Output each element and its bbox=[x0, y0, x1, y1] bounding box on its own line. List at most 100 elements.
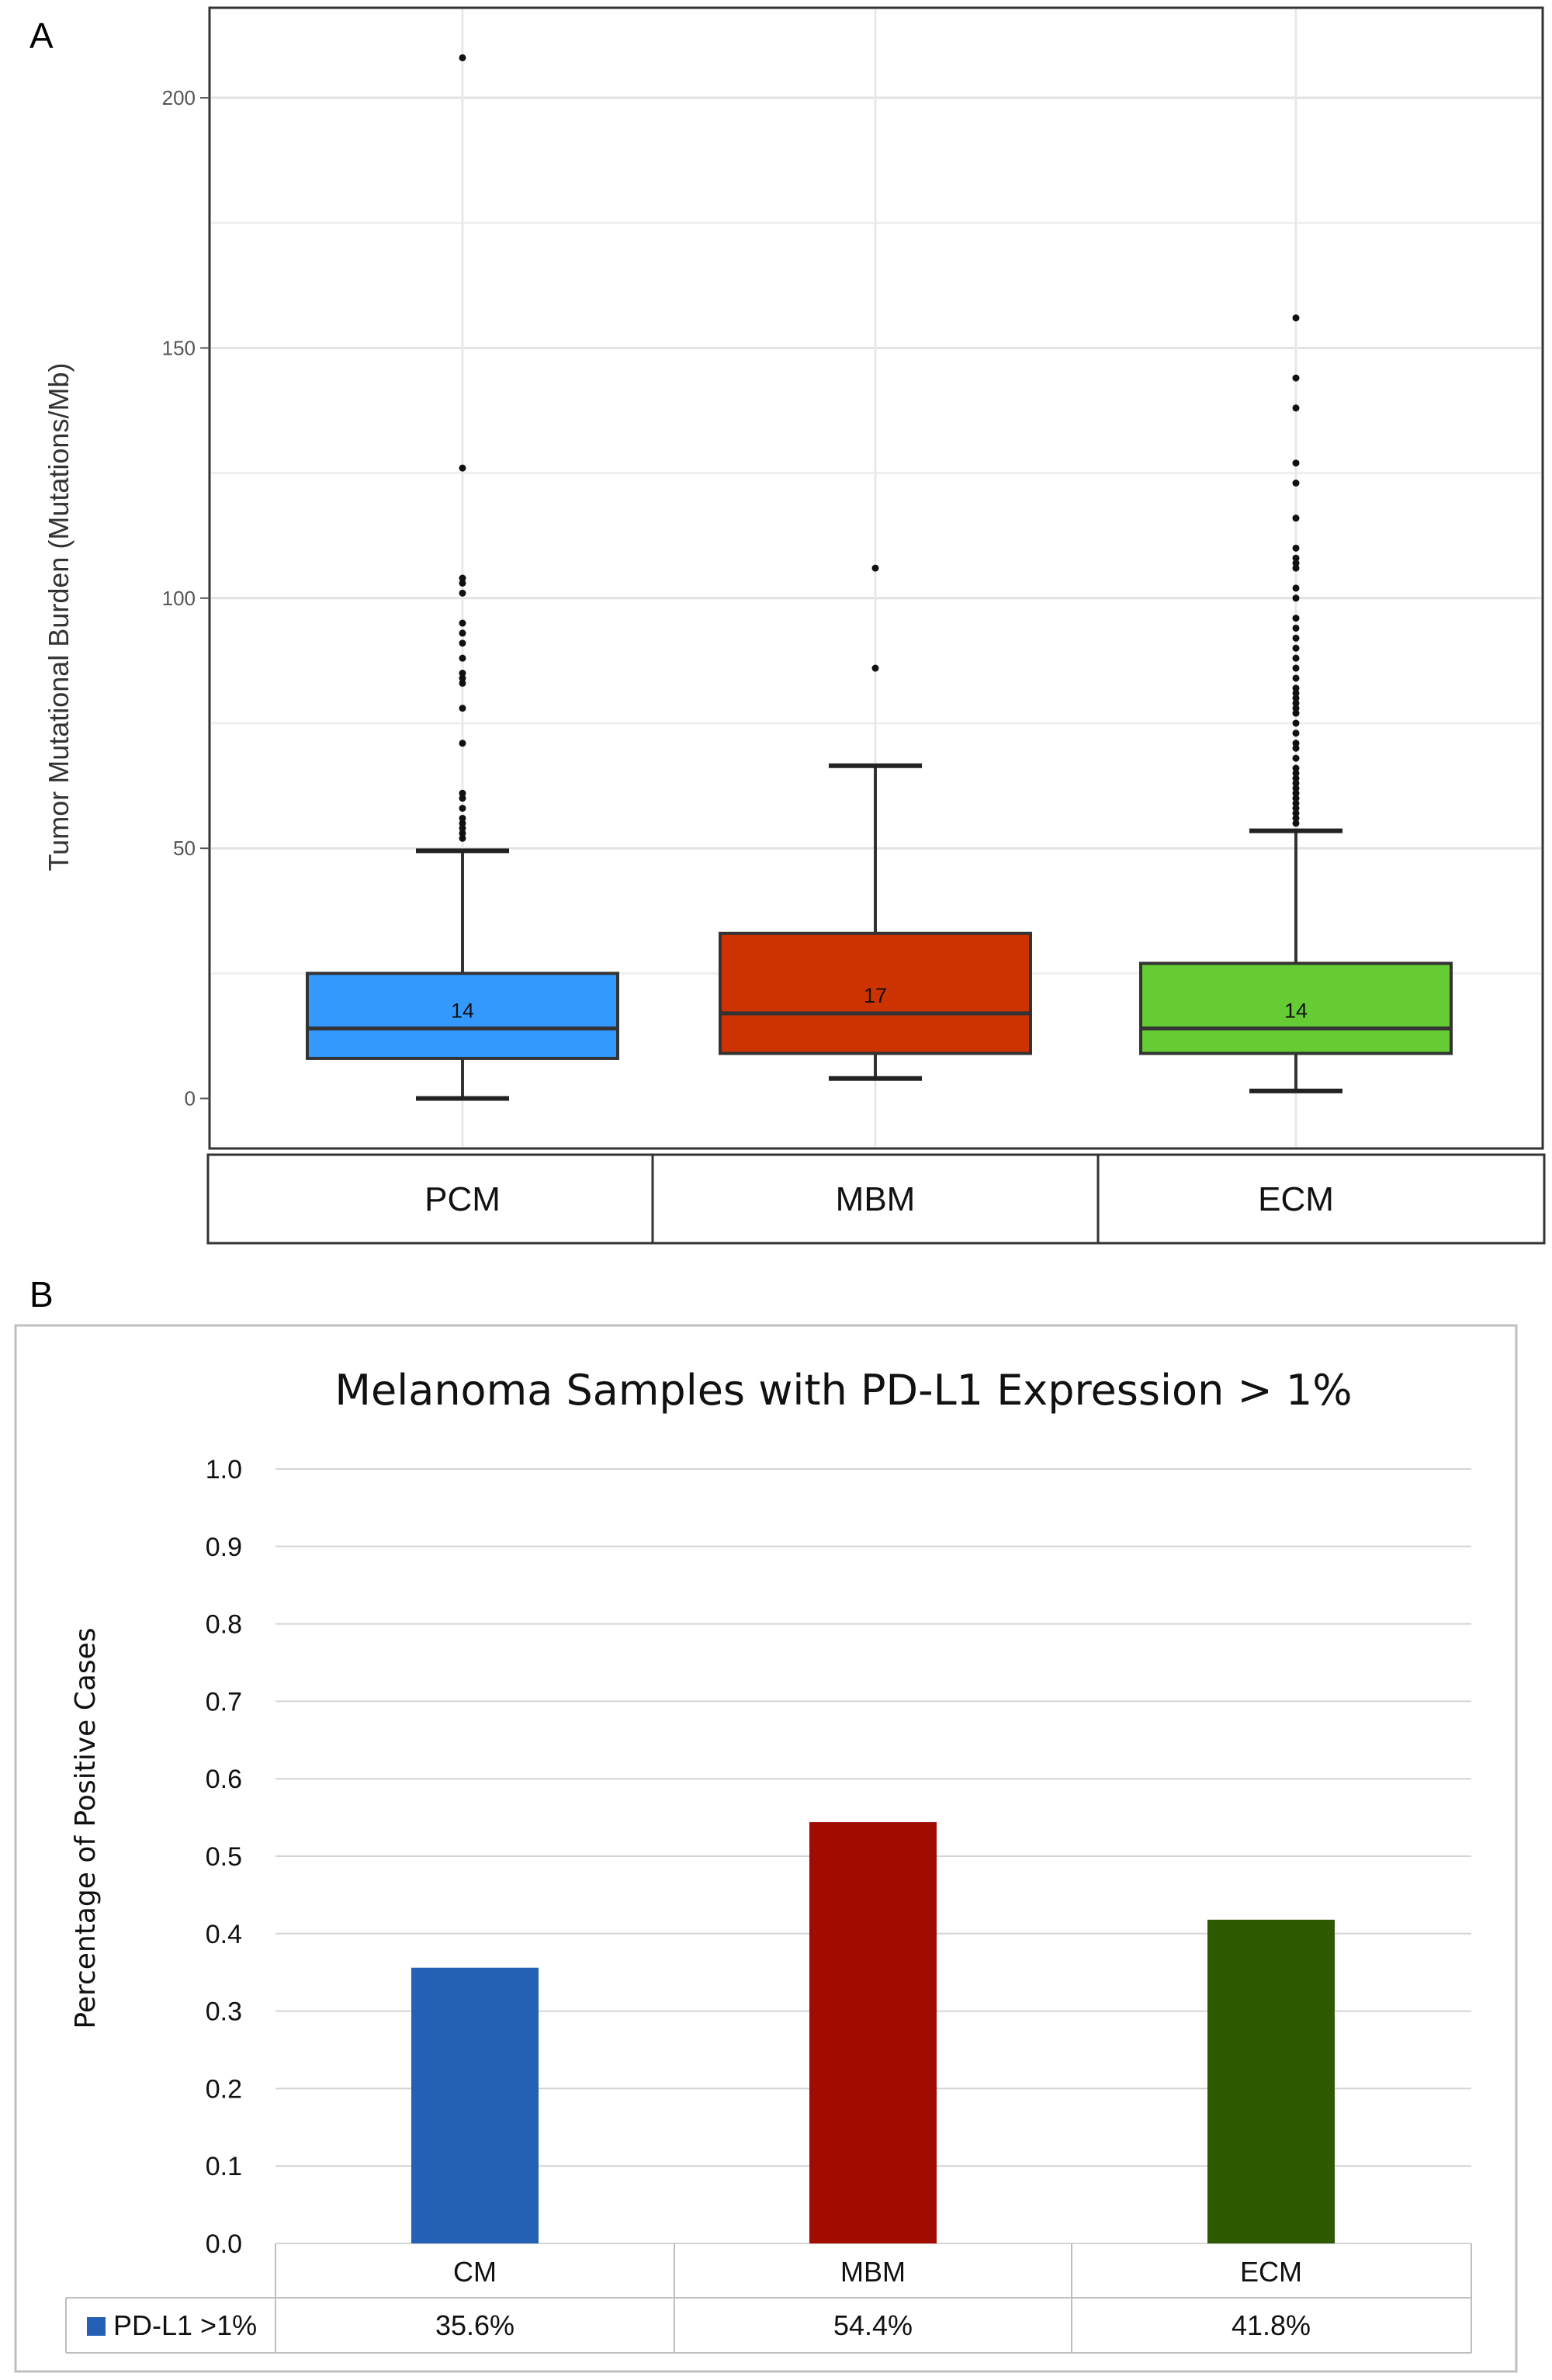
outlier-point bbox=[459, 830, 466, 837]
box-ecm bbox=[1139, 961, 1453, 1055]
legend-series-label: PD-L1 >1% bbox=[113, 2309, 257, 2341]
outlier-point bbox=[1292, 744, 1300, 752]
median-label: 14 bbox=[451, 999, 474, 1022]
panel-b-letter: B bbox=[29, 1274, 54, 1315]
outlier-point bbox=[1292, 544, 1300, 552]
plot-b-category-label: CM bbox=[453, 2256, 497, 2288]
bar-mbm bbox=[809, 1822, 937, 2243]
outlier-point bbox=[1292, 709, 1300, 717]
outlier-point bbox=[1292, 404, 1300, 412]
plot-b-y-ticks: 0.0 0.1 0.2 0.3 0.4 0.5 0.6 0.7 0.8 0.9 1.0 bbox=[206, 1455, 242, 2259]
plot-a-category-label: PCM bbox=[424, 1180, 501, 1218]
box-mbm bbox=[719, 931, 1032, 1055]
outlier-point bbox=[1292, 774, 1300, 782]
plot-a-category-label: MBM bbox=[836, 1180, 916, 1218]
outlier-point bbox=[1292, 684, 1300, 692]
outlier-point bbox=[459, 654, 466, 662]
outlier-point bbox=[1292, 594, 1300, 602]
outlier-point bbox=[871, 664, 879, 672]
outlier-point bbox=[1292, 795, 1300, 802]
outlier-point bbox=[459, 464, 466, 472]
outlier-point bbox=[459, 814, 466, 822]
y-tick-label: 50 bbox=[173, 837, 196, 860]
outlier-point bbox=[459, 740, 466, 747]
table-value: 54.4% bbox=[833, 2309, 913, 2341]
y-tick-label: 0.6 bbox=[206, 1765, 242, 1794]
outlier-point bbox=[459, 589, 466, 597]
y-tick-label: 0.8 bbox=[206, 1610, 242, 1640]
y-tick-label: 1.0 bbox=[206, 1455, 242, 1484]
y-tick-label: 0.2 bbox=[206, 2074, 242, 2104]
panel-a-boxplot: 0 50 100 150 200 Tumor Mutational Burden (Mu… bbox=[43, 6, 1546, 1245]
outlier-point bbox=[459, 795, 466, 802]
y-tick-label: 200 bbox=[162, 86, 196, 109]
outlier-point bbox=[1292, 809, 1300, 817]
plot-b-data-table: CM MBM ECM PD-L1 >1% 35.6% 54.4% 41.8% bbox=[65, 2243, 1472, 2354]
outlier-point bbox=[1292, 314, 1300, 322]
outlier-point bbox=[459, 639, 466, 647]
table-value: 41.8% bbox=[1232, 2309, 1311, 2341]
median-label: 17 bbox=[864, 984, 887, 1007]
panel-a-letter: A bbox=[29, 16, 54, 56]
median-label: 14 bbox=[1284, 999, 1308, 1022]
outlier-point bbox=[1292, 719, 1300, 727]
outlier-point bbox=[1292, 789, 1300, 797]
bar-ecm bbox=[1207, 1919, 1335, 2243]
y-tick-label: 0.7 bbox=[206, 1687, 242, 1717]
outlier-point bbox=[1292, 459, 1300, 467]
outlier-point bbox=[459, 819, 466, 827]
y-tick-label: 100 bbox=[162, 587, 196, 610]
y-tick-label: 0.3 bbox=[206, 1997, 242, 2027]
outlier-point bbox=[1292, 805, 1300, 812]
plot-a-category-strip bbox=[206, 1153, 1546, 1245]
plot-b-title: Melanoma Samples with PD-L1 Expression >… bbox=[334, 1366, 1352, 1415]
outlier-point bbox=[1292, 814, 1300, 822]
outlier-point bbox=[459, 574, 466, 582]
outlier-point bbox=[1292, 695, 1300, 702]
panel-b-bar-chart: Melanoma Samples with PD-L1 Expression >… bbox=[14, 1324, 1518, 2373]
outlier-point bbox=[459, 670, 466, 677]
outlier-point bbox=[1292, 819, 1300, 827]
y-tick-label: 0.0 bbox=[206, 2229, 242, 2259]
plot-b-bars bbox=[411, 1822, 1335, 2243]
outlier-point bbox=[1292, 689, 1300, 697]
box-pcm bbox=[306, 972, 619, 1060]
legend-swatch bbox=[87, 2317, 106, 2336]
y-tick-label: 0.1 bbox=[206, 2152, 242, 2181]
outlier-point bbox=[1292, 654, 1300, 662]
outlier-point bbox=[1292, 705, 1300, 712]
y-tick-label: 0 bbox=[185, 1087, 196, 1110]
plot-b-category-label: ECM bbox=[1240, 2256, 1302, 2288]
y-tick-label: 150 bbox=[162, 336, 196, 359]
plot-a-category-label: ECM bbox=[1258, 1180, 1334, 1218]
outlier-point bbox=[459, 54, 466, 61]
outlier-point bbox=[1292, 624, 1300, 632]
y-tick-label: 0.4 bbox=[206, 1920, 242, 1949]
outlier-point bbox=[1292, 764, 1300, 772]
outlier-point bbox=[1292, 699, 1300, 707]
outlier-point bbox=[1292, 559, 1300, 567]
outlier-point bbox=[1292, 615, 1300, 622]
outlier-point bbox=[1292, 374, 1300, 382]
outlier-point bbox=[459, 679, 466, 687]
y-tick-label: 0.9 bbox=[206, 1533, 242, 1562]
outlier-point bbox=[1292, 785, 1300, 792]
outlier-point bbox=[871, 564, 879, 572]
outlier-point bbox=[1292, 564, 1300, 572]
y-tick-label: 0.5 bbox=[206, 1842, 242, 1872]
outlier-point bbox=[1292, 729, 1300, 737]
outlier-point bbox=[459, 834, 466, 842]
plot-b-y-axis-label: Percentage of Positive Cases bbox=[70, 1627, 102, 2028]
outlier-point bbox=[459, 579, 466, 587]
outlier-point bbox=[459, 619, 466, 627]
outlier-point bbox=[459, 705, 466, 712]
outlier-point bbox=[1292, 644, 1300, 652]
plot-a-y-ticks: 0 50 100 150 200 bbox=[162, 86, 210, 1110]
outlier-point bbox=[459, 824, 466, 832]
outlier-point bbox=[1292, 779, 1300, 787]
outlier-point bbox=[1292, 740, 1300, 747]
plot-a-y-axis-label: Tumor Mutational Burden (Mutations/Mb) bbox=[43, 363, 74, 871]
outlier-point bbox=[1292, 674, 1300, 682]
outlier-point bbox=[1292, 799, 1300, 807]
